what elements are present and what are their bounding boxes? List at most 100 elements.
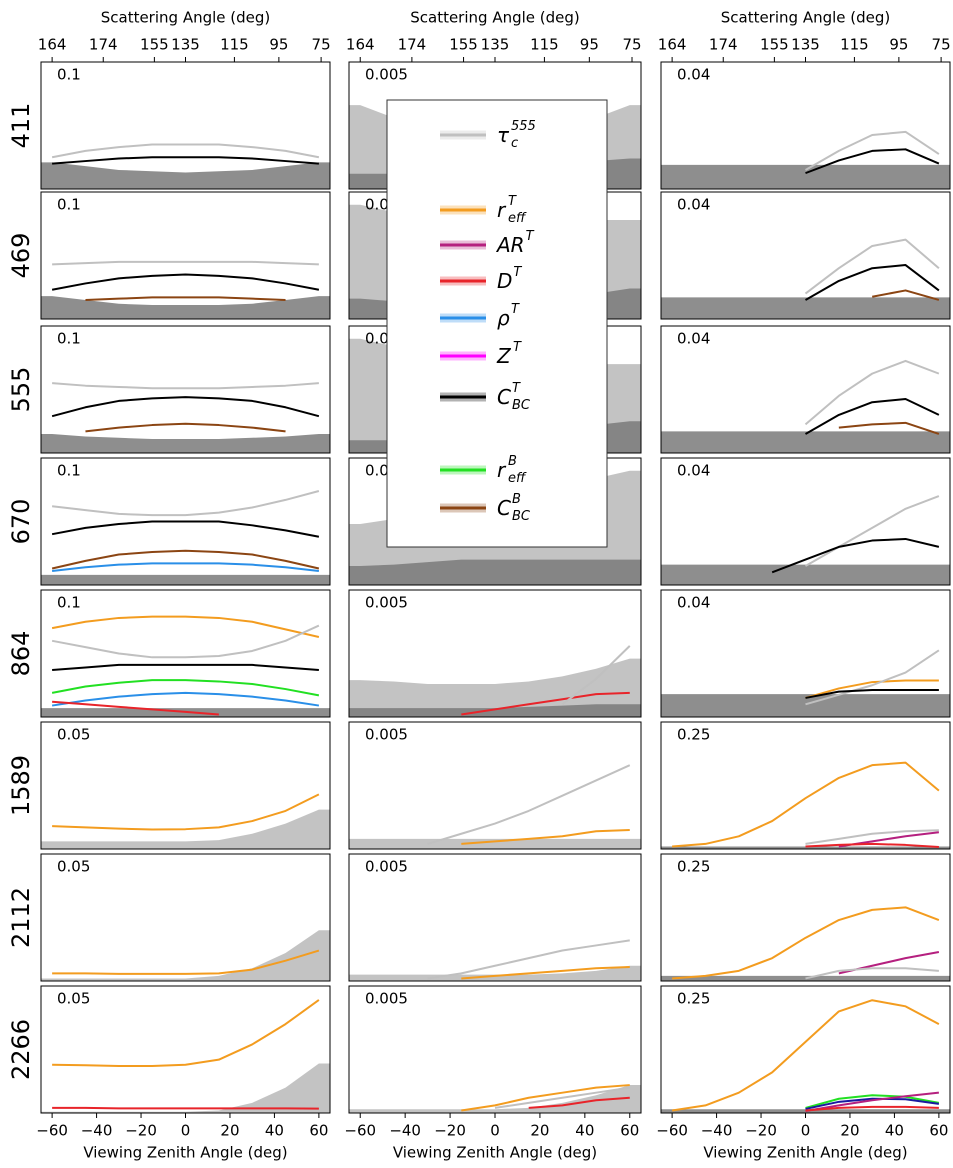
sensitivity-line: [51, 615, 320, 638]
sensitivity-line: [771, 537, 940, 574]
sensitivity-line: [872, 289, 940, 301]
plot-area: [41, 143, 330, 189]
row-label: 411: [7, 103, 35, 149]
panel-frame: [660, 853, 951, 982]
sensitivity-line: [805, 1097, 940, 1110]
sensitivity-line: [461, 966, 630, 980]
panel-frame: [40, 191, 331, 320]
panel-background: [41, 326, 330, 453]
legend-superscript: T: [508, 194, 517, 209]
row-label: 864: [7, 631, 35, 677]
sensitivity-line: [51, 624, 320, 659]
sensitivity-line: [805, 398, 940, 435]
plot-area: [41, 490, 330, 585]
sensitivity-line: [85, 296, 286, 301]
top-tick-label: 115: [220, 36, 249, 54]
sensitivity-line: [52, 949, 320, 975]
sensitivity-line: [805, 649, 940, 706]
panel-frame: [348, 589, 642, 718]
legend-superscript: B: [508, 454, 517, 469]
scale-label: 0.25: [677, 726, 710, 744]
scale-label: 0.04: [677, 196, 710, 214]
x-tick-label: −60: [36, 1122, 68, 1140]
plot-area: [661, 649, 950, 717]
legend-symbol: Z: [496, 344, 512, 368]
top-tick-label: 75: [932, 36, 951, 54]
top-axis-label: Scattering Angle (deg): [101, 9, 271, 27]
noise-area: [661, 1109, 950, 1113]
sensitivity-line: [461, 828, 630, 845]
noise-area: [661, 694, 950, 717]
plot-area: [661, 761, 950, 849]
legend-superscript: T: [526, 229, 535, 244]
top-tick-label: 135: [481, 36, 510, 54]
x-axis-label: Viewing Zenith Angle (deg): [703, 1144, 907, 1162]
row-label: 2112: [7, 887, 35, 948]
sensitivity-line: [51, 273, 320, 291]
x-tick-label: 20: [530, 1122, 549, 1140]
panel-frame: [660, 191, 951, 320]
sensitivity-line: [805, 829, 939, 845]
top-tick-label: 95: [889, 36, 908, 54]
top-tick-label: 155: [140, 36, 169, 54]
scale-label: 0.005: [365, 594, 408, 612]
row-label: 2266: [7, 1019, 35, 1080]
row-label: 1589: [7, 755, 35, 816]
legend-superscript: T: [512, 381, 521, 396]
plot-area: [349, 1084, 641, 1113]
x-tick-label: 0: [490, 1122, 500, 1140]
top-tick-label: 164: [658, 36, 687, 54]
sensitivity-line: [52, 700, 219, 716]
noise-area: [349, 658, 641, 717]
noise-area: [41, 162, 330, 189]
sensitivity-line: [804, 238, 940, 295]
scale-label: 0.1: [57, 196, 81, 214]
x-tick-label: −40: [389, 1122, 421, 1140]
sensitivity-line: [427, 764, 631, 845]
row-label: 670: [7, 499, 35, 545]
legend-subscript: eff: [508, 211, 527, 226]
top-tick-label: 115: [530, 36, 559, 54]
legend-box: [386, 99, 608, 548]
panel-background: [661, 458, 950, 585]
panel-frame: [40, 457, 331, 586]
sensitivity-line: [805, 689, 939, 699]
x-axis-label: Viewing Zenith Angle (deg): [393, 1144, 597, 1162]
plot-area: [661, 495, 950, 585]
scale-label: 0.05: [57, 990, 90, 1008]
sensitivity-line: [671, 999, 940, 1112]
top-axis-label: Scattering Angle (deg): [410, 9, 580, 27]
plot-area: [661, 130, 950, 189]
panel-frame: [40, 853, 331, 982]
panel-background: [349, 854, 641, 981]
legend-symbol: τ: [497, 123, 510, 147]
sensitivity-line: [838, 421, 940, 435]
top-tick-label: 174: [398, 36, 427, 54]
sensitivity-line: [805, 495, 940, 567]
noise-area: [41, 809, 330, 849]
x-tick-label: −60: [656, 1122, 688, 1140]
plot-area: [41, 930, 330, 981]
sensitivity-line: [52, 260, 319, 266]
panel-background: [349, 986, 641, 1113]
legend-symbol: D: [497, 269, 512, 293]
legend-superscript: 555: [511, 119, 536, 134]
panel-frame: [40, 721, 331, 850]
x-tick-label: 60: [929, 1122, 948, 1140]
sensitivity-line: [51, 396, 320, 418]
plot-area: [41, 793, 330, 849]
scale-label: 0.05: [57, 858, 90, 876]
scale-label: 0.1: [57, 66, 81, 84]
sensitivity-line: [461, 691, 630, 716]
sensitivity-line: [51, 143, 320, 159]
noise-area: [349, 559, 641, 585]
noise-area: [661, 164, 950, 189]
noise-area: [41, 296, 330, 319]
legend-superscript: T: [513, 265, 522, 280]
sensitivity-line: [52, 663, 319, 672]
x-tick-label: −40: [81, 1122, 113, 1140]
plot-area: [41, 382, 330, 453]
sensitivity-line: [494, 1086, 630, 1109]
sensitivity-line: [805, 1091, 939, 1112]
